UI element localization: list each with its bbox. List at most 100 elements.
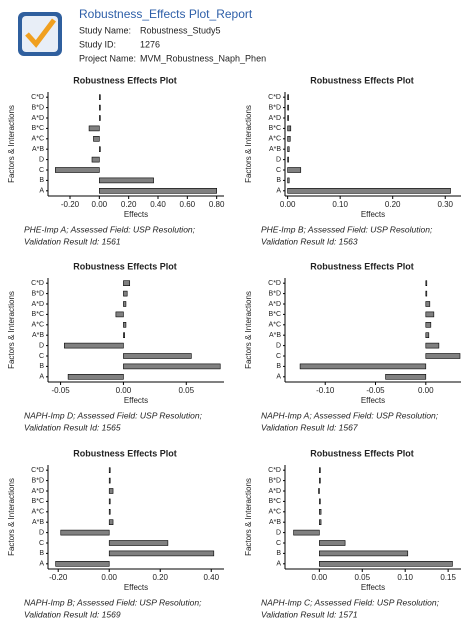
bar: [425, 290, 428, 297]
bar: [425, 280, 428, 287]
bar: [385, 374, 427, 380]
x-axis-title: Effects: [361, 583, 385, 592]
category-label: B*C: [269, 311, 281, 318]
bar: [108, 467, 111, 474]
category-label: C*D: [31, 94, 44, 101]
x-tick-label: 0.40: [150, 200, 166, 209]
x-tick-label: 0.00: [92, 200, 108, 209]
category-label: A*B: [269, 146, 281, 153]
bar: [319, 498, 321, 505]
x-tick-label: 0.60: [180, 200, 196, 209]
bar: [425, 311, 435, 318]
x-tick-label: 0.30: [437, 200, 453, 209]
category-label: A: [276, 561, 281, 568]
field-label: Project Name:: [79, 53, 136, 63]
category-label: A*C: [32, 322, 44, 329]
chart: Robustness Effects Plot Factors & Interac…: [7, 448, 224, 619]
bar: [123, 280, 131, 287]
category-label: B: [276, 550, 281, 557]
category-label: B*C: [32, 125, 44, 132]
bar: [287, 177, 290, 184]
category-label: A*B: [269, 332, 281, 339]
field-value: MVM_Robustness_Naph_Phen: [140, 53, 266, 63]
bar: [425, 353, 461, 359]
caption: Validation Result Id: 1567: [261, 422, 358, 432]
bar: [108, 550, 215, 557]
category-label: A*B: [32, 146, 44, 153]
category-label: B: [276, 363, 281, 370]
caption: NAPH-Imp D; Assessed Field: USP Resoluti…: [24, 410, 203, 420]
category-label: A*D: [269, 488, 281, 495]
bar: [108, 519, 114, 525]
bar: [99, 188, 217, 194]
x-tick-label: -0.10: [316, 386, 335, 395]
x-tick-label: -0.05: [51, 386, 70, 395]
caption: NAPH-Imp C; Assessed Field: USP Resoluti…: [261, 597, 440, 607]
caption: Validation Result Id: 1565: [24, 422, 121, 432]
bar: [287, 136, 291, 142]
category-label: B: [276, 177, 281, 184]
bar: [55, 561, 110, 567]
chart: Robustness Effects Plot Factors & Interac…: [244, 448, 461, 619]
category-label: A*D: [32, 115, 44, 122]
category-label: A*C: [269, 136, 281, 143]
bar: [123, 290, 128, 297]
x-axis-title: Effects: [124, 583, 148, 592]
x-tick-label: 0.05: [354, 573, 370, 582]
category-label: A*D: [269, 115, 281, 122]
category-label: D: [39, 156, 44, 163]
x-tick-label: 0.40: [203, 573, 219, 582]
x-tick-label: 0.00: [418, 386, 434, 395]
category-label: C: [276, 540, 281, 547]
bar: [123, 332, 125, 338]
category-label: A: [39, 561, 44, 568]
chart-title: Robustness Effects Plot: [310, 448, 414, 458]
bar: [287, 104, 289, 111]
bar: [319, 467, 321, 474]
bar: [318, 488, 320, 494]
category-label: A*B: [32, 332, 44, 339]
category-label: B*C: [269, 125, 281, 132]
chart-title: Robustness Effects Plot: [73, 261, 177, 271]
category-label: A*D: [32, 488, 44, 495]
chart: Robustness Effects Plot Factors & Interac…: [7, 261, 224, 432]
bar: [425, 332, 430, 338]
bar: [64, 342, 124, 349]
category-label: C: [39, 540, 44, 547]
bar: [299, 363, 427, 370]
bar: [319, 509, 322, 515]
category-label: C*D: [268, 280, 281, 287]
y-axis-title: Factors & Interactions: [244, 478, 253, 556]
category-label: A*C: [32, 509, 44, 516]
bar: [60, 529, 110, 536]
category-label: B*D: [32, 477, 44, 484]
category-label: A: [39, 374, 44, 381]
category-label: B*D: [269, 104, 281, 111]
report-header: Robustness_Effects Plot_Report Study Nam…: [18, 7, 266, 63]
category-label: D: [39, 342, 44, 349]
category-label: C*D: [31, 280, 44, 287]
bar: [99, 115, 101, 121]
category-label: B*C: [32, 498, 44, 505]
bar: [123, 322, 127, 328]
caption: NAPH-Imp B; Assessed Field: USP Resoluti…: [24, 597, 202, 607]
bar: [287, 146, 290, 152]
bar: [293, 529, 320, 536]
x-tick-label: -0.05: [366, 386, 385, 395]
bar: [287, 167, 302, 173]
category-label: D: [276, 342, 281, 349]
bar: [108, 477, 111, 484]
x-tick-label: 0.80: [209, 200, 225, 209]
category-label: A*C: [269, 509, 281, 516]
caption: NAPH-Imp A; Assessed Field: USP Resoluti…: [261, 410, 439, 420]
category-label: B: [39, 177, 44, 184]
x-tick-label: -0.20: [49, 573, 68, 582]
chart: Robustness Effects Plot Factors & Interac…: [244, 261, 461, 432]
bar: [55, 167, 100, 173]
category-label: D: [276, 156, 281, 163]
caption: Validation Result Id: 1561: [24, 236, 121, 246]
x-tick-label: 0.10: [332, 200, 348, 209]
x-tick-label: 0.10: [397, 573, 413, 582]
